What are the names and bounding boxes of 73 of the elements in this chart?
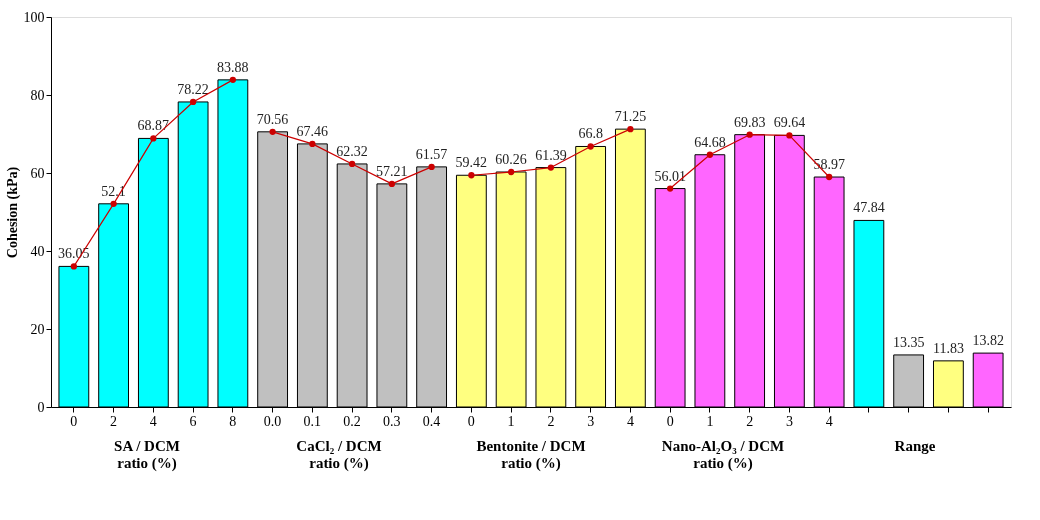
- data-label: 13.82: [972, 333, 1004, 349]
- point: [150, 135, 157, 142]
- x-tick-label: 1: [706, 413, 714, 429]
- x-tick-label: 3: [587, 413, 595, 429]
- data-label: 11.83: [932, 340, 964, 356]
- x-tick-label: 2: [110, 413, 118, 429]
- y-tick-label: 40: [30, 243, 45, 259]
- data-label: 83.88: [217, 59, 249, 75]
- point: [428, 163, 435, 171]
- x-tick-label: 6: [189, 413, 197, 429]
- x-tick-label: 0: [70, 413, 78, 429]
- point: [110, 200, 117, 207]
- data-label: 69.64: [773, 115, 806, 131]
- point: [348, 160, 356, 168]
- x-tick-label: 0: [666, 413, 674, 429]
- point: [70, 263, 78, 270]
- data-label: 13.35: [892, 334, 925, 350]
- data-label: 60.26: [495, 151, 527, 167]
- x-tick-label: 0.2: [343, 413, 361, 429]
- text: Range: [894, 438, 936, 454]
- data-label: 68.87: [137, 118, 170, 134]
- data-label: 59.42: [455, 155, 488, 171]
- text: CaCl₂ / DCM ratio (%): [296, 438, 382, 472]
- data-label: 47.84: [853, 200, 885, 216]
- point: [468, 172, 475, 179]
- x-tick-label: 0: [467, 413, 475, 429]
- data-label: 56.01: [654, 168, 686, 184]
- x-tick-label: 0.1: [303, 413, 322, 429]
- x-tick-label: 0.4: [422, 413, 441, 429]
- point: [706, 151, 714, 158]
- point: [229, 76, 237, 84]
- y-tick-label: 80: [30, 87, 45, 103]
- data-label: 64.68: [694, 134, 726, 150]
- point: [388, 180, 396, 188]
- point: [627, 125, 634, 133]
- data-label: 61.39: [535, 147, 567, 163]
- point: [825, 173, 833, 181]
- point: [746, 131, 753, 138]
- point: [786, 132, 793, 139]
- point: [666, 185, 674, 192]
- x-tick-label: 2: [547, 413, 555, 429]
- point: [309, 140, 316, 148]
- point: [189, 98, 197, 106]
- text: SA / DCM ratio (%): [114, 438, 180, 472]
- point: [507, 168, 515, 176]
- point: [547, 164, 555, 171]
- data-label: 62.32: [336, 143, 368, 159]
- x-tick-label: 1: [507, 413, 515, 429]
- x-tick-label: 4: [149, 413, 157, 429]
- y-tick-label: 100: [23, 9, 45, 25]
- x-tick-label: 4: [825, 413, 833, 429]
- data-label: 61.57: [415, 146, 448, 162]
- y-axis-title: Cohesion (kPa): [4, 166, 21, 259]
- data-label: 78.22: [177, 81, 209, 97]
- x-tick-label: 8: [229, 413, 237, 429]
- y-tick-label: 0: [37, 399, 45, 415]
- data-label: 70.56: [256, 111, 289, 127]
- x-tick-label: 3: [785, 413, 793, 429]
- x-tick-label: 2: [746, 413, 754, 429]
- text: Bentonite / DCM ratio (%): [476, 438, 586, 472]
- x-tick-label: 0.0: [263, 413, 282, 429]
- data-label: 69.83: [733, 114, 766, 130]
- point: [269, 128, 276, 135]
- x-tick-label: 0.3: [383, 413, 401, 429]
- x-tick-label: 4: [626, 413, 634, 429]
- data-label: 66.8: [578, 126, 603, 142]
- data-label: 71.25: [614, 109, 647, 125]
- text: Nano-Al₂O₃ / DCM ratio (%): [661, 438, 785, 472]
- data-label: 67.46: [296, 123, 329, 139]
- y-tick-label: 60: [30, 165, 45, 181]
- data-label: 57.21: [376, 163, 408, 179]
- y-tick-label: 20: [30, 321, 45, 337]
- point: [587, 143, 594, 150]
